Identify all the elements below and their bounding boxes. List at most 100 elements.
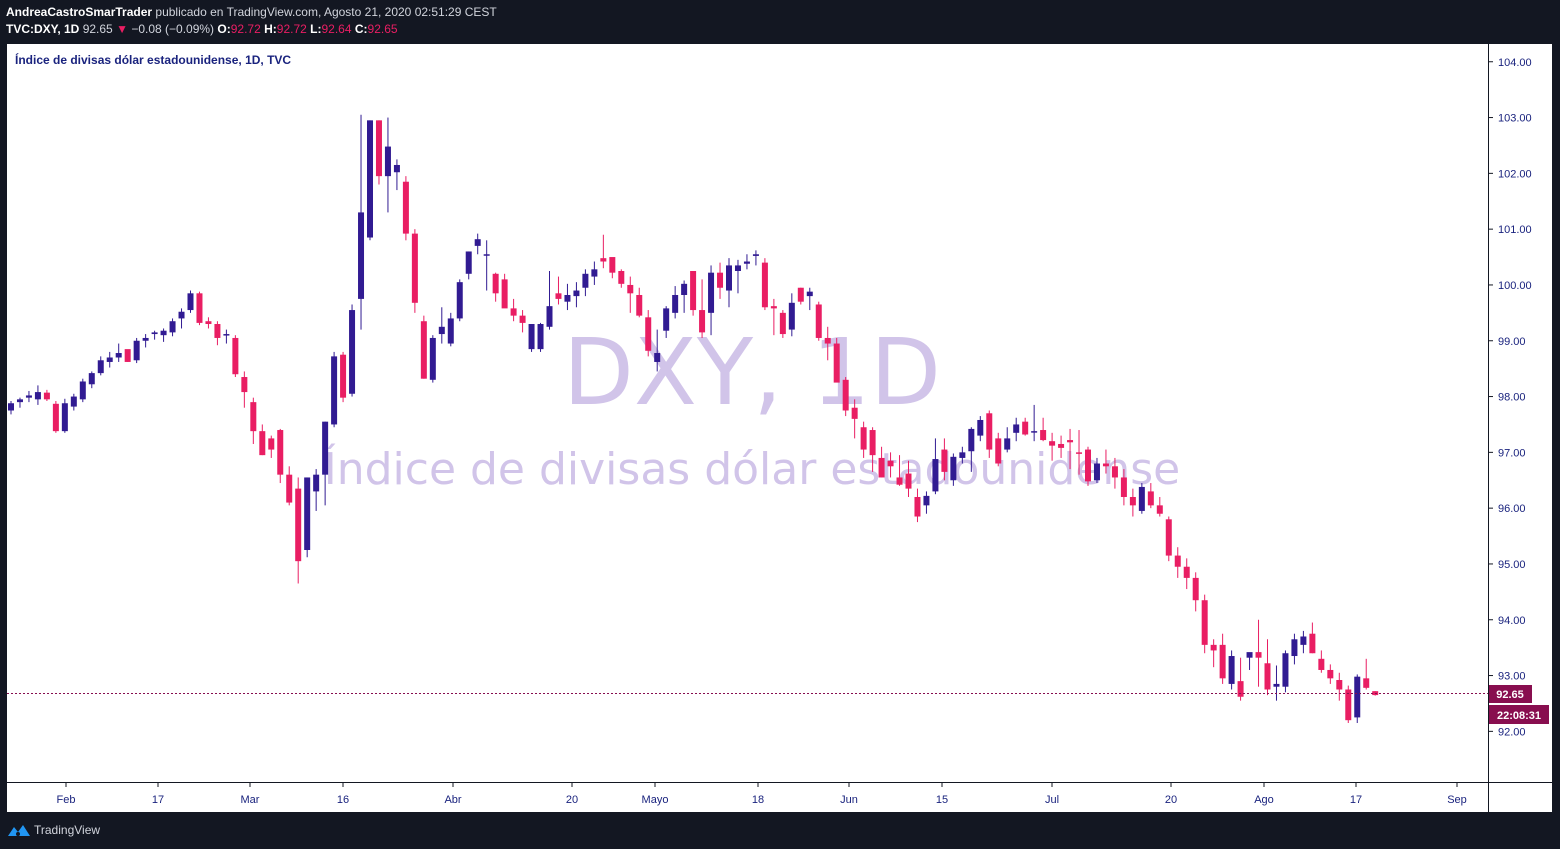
candle [995,432,1002,467]
candle-body [241,377,248,393]
candle-body [950,456,957,481]
candle-body [52,403,59,432]
time-tick-label: Ago [1254,794,1274,806]
candle [52,401,59,433]
candle [43,389,50,402]
candle [869,427,876,472]
price-tick-label: 98.00 [1498,392,1526,404]
candle [61,398,68,433]
candle [788,293,795,337]
candle-body [537,324,544,350]
candle-body [1085,449,1091,482]
candle [609,257,616,279]
candle-body [43,392,50,400]
candle-body [1228,656,1235,684]
candle-body [124,349,131,362]
candles-group [8,114,1379,723]
candle-body [690,271,697,311]
time-tick-label: 15 [936,794,948,806]
candle [1219,633,1226,684]
candle-body [1237,681,1244,697]
candle [743,254,750,270]
candle [1264,639,1271,696]
candle-body [34,392,41,400]
candle-body [1309,633,1316,654]
candle-body [1111,466,1118,478]
candle-body [959,452,966,458]
candle-body [806,291,813,297]
candlestick-chart[interactable]: DXY, 1D Índice de divisas dólar estadoun… [7,44,1552,812]
candle [124,349,131,362]
candle-body [205,321,212,325]
candle-body [483,254,490,256]
candle-body [914,496,921,517]
candle [250,397,257,444]
candle-body [968,428,975,452]
symbol-label[interactable]: TVC:DXY, 1D [6,22,80,36]
candle-body [905,473,912,489]
candle-body [779,312,786,335]
price-tick-label: 101.00 [1498,224,1532,236]
candle [878,446,885,478]
candle-body [196,293,203,323]
candle-body [232,337,239,375]
candle-body [977,419,984,436]
candle-body [1040,430,1047,441]
candle [349,304,356,397]
candle [1129,488,1136,517]
candle [699,279,706,338]
candle-body [609,257,616,273]
price-scale[interactable]: 104.00 103.00 102.00 101.00 100.00 99.00 98.00… [1488,57,1532,739]
time-tick-label: 20 [1165,794,1177,806]
candle [1049,432,1056,461]
candle-body [815,304,822,338]
candle [322,421,329,506]
candle-body [1049,441,1056,446]
candle-body [304,477,311,550]
candle [1318,650,1325,673]
candle-body [384,146,391,177]
chart-area[interactable]: DXY, 1D Índice de divisas dólar estadoun… [7,44,1552,812]
candle-body [1291,639,1298,657]
chart-legend-title[interactable]: Índice de divisas dólar estadounidense, … [15,53,292,67]
candle [1237,657,1244,701]
candle [977,416,984,442]
candle [932,438,939,495]
close-label: C: [354,22,368,36]
candle [1013,417,1020,442]
candle-body [1147,491,1154,506]
author-name[interactable]: AndreaCastroSmarTrader [6,5,153,19]
time-tick-label: Feb [57,794,76,806]
candle [358,114,365,330]
candle-body [61,403,68,432]
candle [654,329,661,372]
time-scale[interactable]: Feb 17 Mar 16 Abr 20 Mayo 18 Jun 15 Jul 20 Ago 17 Sep [57,782,1467,806]
candle [115,343,122,362]
candle [151,330,158,340]
candle [726,258,732,308]
candle-body [358,212,365,299]
open-value: 92.72 [230,22,261,36]
candle [331,351,338,428]
candle [1255,619,1262,687]
candle-body [546,306,553,327]
candle [672,286,679,319]
candle [214,321,221,346]
candle [1138,483,1145,514]
candle-body [1354,676,1361,718]
candle [591,261,598,285]
candle-body [286,474,293,503]
candle-body [142,337,149,341]
candle-body [79,381,86,400]
candle-body [1255,652,1262,658]
last-price-badge-text: 92.65 [1496,689,1524,701]
candle [313,469,320,511]
candle [968,427,975,472]
candle-body [97,360,104,374]
candle [896,455,903,486]
publish-text: publicado en TradingView.com, Agosto 21,… [152,5,497,19]
tradingview-brand[interactable]: TradingView [34,823,101,837]
candle-body [1192,577,1199,601]
candle-body [842,379,849,411]
candle-body [1201,600,1208,645]
